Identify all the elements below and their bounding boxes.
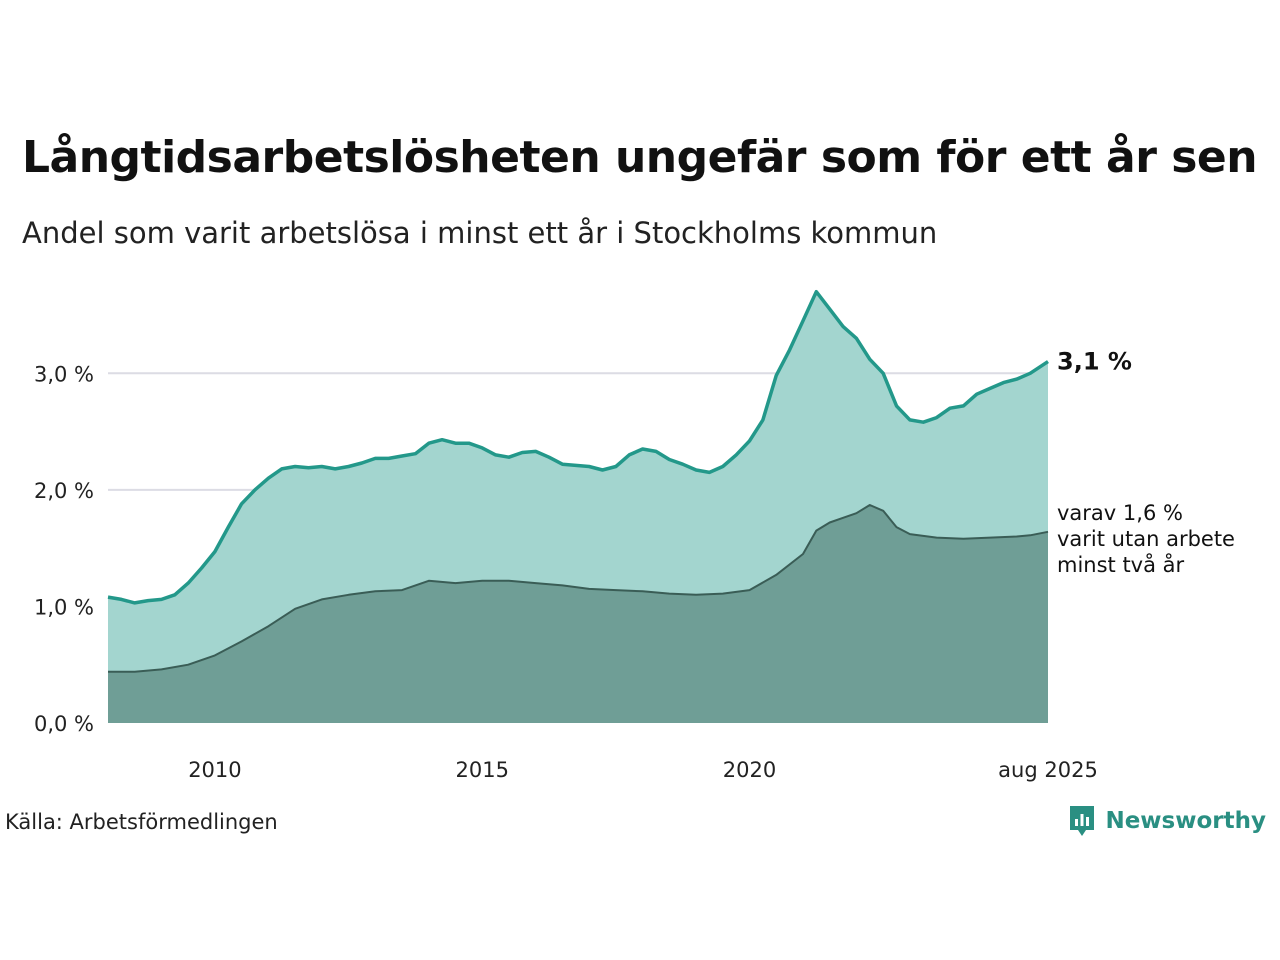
chart-subtitle: Andel som varit arbetslösa i minst ett å… <box>22 216 938 250</box>
sub-area <box>108 505 1048 723</box>
source-note: Källa: Arbetsförmedlingen <box>5 810 278 834</box>
area-layer <box>107 289 1049 723</box>
x-tick-label: aug 2025 <box>998 758 1098 782</box>
x-tick-label: 2010 <box>188 758 241 782</box>
brand-logo[interactable]: Newsworthy <box>1067 804 1266 838</box>
y-tick-label: 2,0 % <box>34 479 94 503</box>
sub-end-label-line: varit utan arbete <box>1057 527 1235 551</box>
sub-line <box>108 504 1049 673</box>
y-tick-label: 0,0 % <box>34 712 94 736</box>
brand-name: Newsworthy <box>1105 808 1266 834</box>
x-tick-label: 2015 <box>455 758 508 782</box>
axis-layer: 0,0 % 1,0 % 2,0 % 3,0 % 2010 2015 2020 aug 2025 <box>34 362 1098 782</box>
total-end-label: 3,1 % <box>1057 348 1132 376</box>
newsworthy-logo-icon <box>1070 806 1095 836</box>
x-tick-label: 2020 <box>723 758 776 782</box>
y-tick-label: 3,0 % <box>34 362 94 386</box>
chart-title: Långtidsarbetslösheten ungefär som för e… <box>22 132 1258 183</box>
total-line <box>107 289 1049 605</box>
sub-end-label-line: varav 1,6 % <box>1057 501 1183 525</box>
sub-end-label-line: minst två år <box>1057 552 1185 577</box>
y-tick-label: 1,0 % <box>34 595 94 619</box>
